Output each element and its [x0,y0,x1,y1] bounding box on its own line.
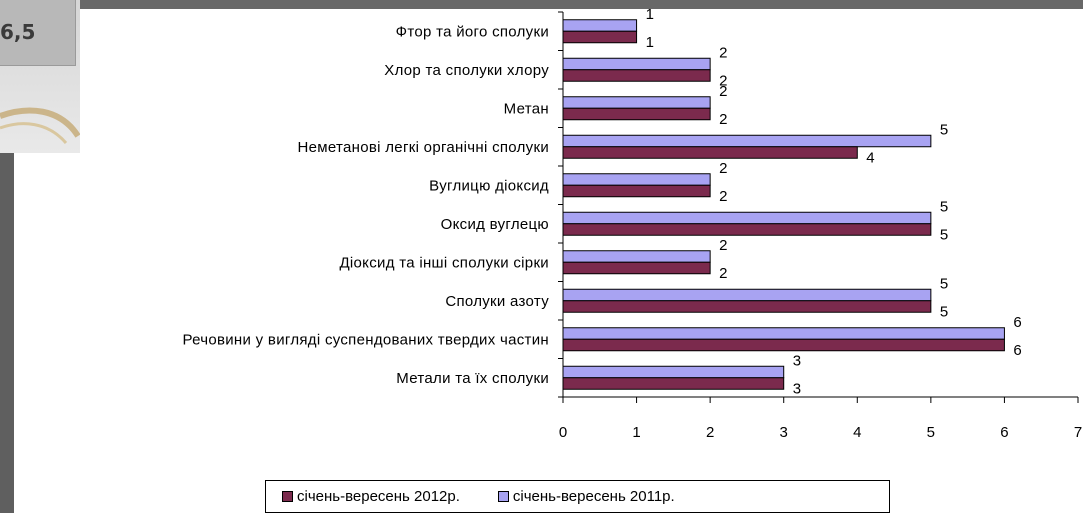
legend-item-2011: січень-вересень 2011р. [497,488,675,505]
bar-2012 [562,261,711,275]
legend-swatch-2012 [282,491,293,502]
chart-legend: січень-вересень 2012р. січень-вересень 2… [265,480,890,513]
bars [562,19,1005,390]
x-tick-label: 6 [1000,424,1008,441]
bar-2012 [562,223,932,236]
bar-2011 [562,250,711,263]
category-label: Діоксид та інші сполуки сірки [339,254,549,271]
background-value-box: 6,5 [0,0,76,66]
data-label-2012: 1 [646,34,654,51]
data-label-2012: 2 [719,188,727,205]
category-label: Оксид вуглецю [441,216,549,233]
bar-2012 [562,30,638,44]
data-label-2011: 2 [719,44,727,61]
legend-label-2012: січень-вересень 2012р. [297,488,460,505]
legend-label-2011: січень-вересень 2011р. [512,488,675,505]
category-label: Вуглицю діоксид [429,177,549,194]
legend-swatch-2011 [497,491,509,502]
category-label: Сполуки азоту [445,293,549,310]
bar-2012 [562,146,858,159]
top-header-bar [80,0,1083,9]
data-label-2011: 5 [940,198,948,215]
data-label-2012: 6 [1013,342,1021,359]
data-label-2011: 6 [1013,314,1021,331]
data-label-2011: 3 [793,352,801,369]
bar-2011 [562,327,1005,340]
x-tick-label: 4 [853,424,861,441]
background-slide-fragment: 6,5 [0,0,80,153]
data-label-2012: 5 [940,226,948,243]
bar-2011 [562,288,932,302]
data-label-2011: 2 [719,160,727,177]
bar-2011 [562,96,711,109]
data-label-2011: 5 [940,121,948,138]
background-value-text: 6,5 [0,20,36,44]
bar-2012 [562,377,785,390]
bar-2011 [562,134,932,148]
legend-item-2012: січень-вересень 2012р. [282,488,460,505]
decorative-swoosh [0,107,80,144]
category-label: Метали та їх сполуки [396,370,549,387]
category-labels: Фтор та його сполуки Хлор та сполуки хлор… [182,23,549,387]
category-label: Речовини у вигляді суспендованих твердих… [182,331,549,348]
category-label: Неметанові легкі органічні сполуки [297,139,549,156]
bar-2011 [562,57,711,71]
bar-2012 [562,338,1005,352]
data-label-2012: 2 [719,111,727,128]
x-tick-label: 0 [559,424,567,441]
x-tick-label: 3 [780,424,788,441]
category-label: Хлор та сполуки хлору [384,62,549,79]
bar-2011 [562,365,785,379]
bar-2012 [562,107,711,121]
bar-2012 [562,69,711,82]
data-label-2012: 4 [866,149,874,166]
x-tick-label: 1 [632,424,640,441]
left-dark-strip [0,153,14,513]
x-tick-label: 5 [927,424,935,441]
bar-2011 [562,173,711,186]
axes [558,11,1078,398]
data-label-2012: 5 [940,303,948,320]
bar-2011 [562,211,932,225]
x-axis-ticks: 0 1 2 3 4 5 6 7 [559,397,1082,441]
x-tick-label: 7 [1074,424,1082,441]
x-tick-label: 2 [706,424,714,441]
data-label-2012: 2 [719,72,727,89]
category-label: Фтор та його сполуки [396,23,549,40]
bar-2012 [562,300,932,313]
bar-2012 [562,184,711,198]
data-label-2011: 1 [646,6,654,23]
data-label-2011: 2 [719,237,727,254]
data-label-2011: 2 [719,83,727,100]
data-label-2012: 3 [793,380,801,397]
category-label: Метан [504,100,549,117]
bar-2011 [562,19,638,32]
data-label-2011: 5 [940,275,948,292]
data-label-2012: 2 [719,265,727,282]
